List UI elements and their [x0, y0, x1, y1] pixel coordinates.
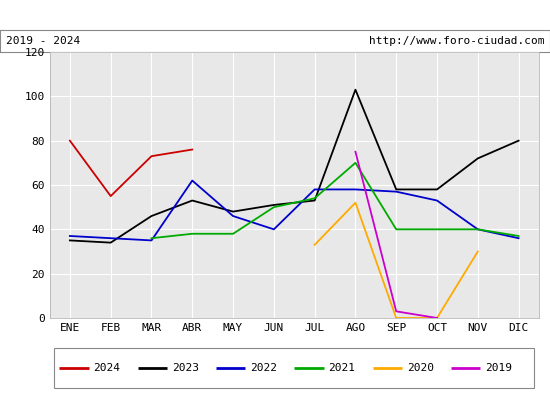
- Text: http://www.foro-ciudad.com: http://www.foro-ciudad.com: [369, 36, 544, 46]
- Text: Evolucion Nº Turistas Extranjeros en el municipio de Quintana de la Serena: Evolucion Nº Turistas Extranjeros en el …: [0, 8, 550, 22]
- Text: 2022: 2022: [250, 363, 277, 373]
- Text: 2023: 2023: [172, 363, 199, 373]
- Text: 2019 - 2024: 2019 - 2024: [6, 36, 80, 46]
- Text: 2024: 2024: [94, 363, 120, 373]
- Text: 2020: 2020: [407, 363, 434, 373]
- Text: 2021: 2021: [328, 363, 355, 373]
- FancyBboxPatch shape: [54, 348, 534, 388]
- Text: 2019: 2019: [485, 363, 512, 373]
